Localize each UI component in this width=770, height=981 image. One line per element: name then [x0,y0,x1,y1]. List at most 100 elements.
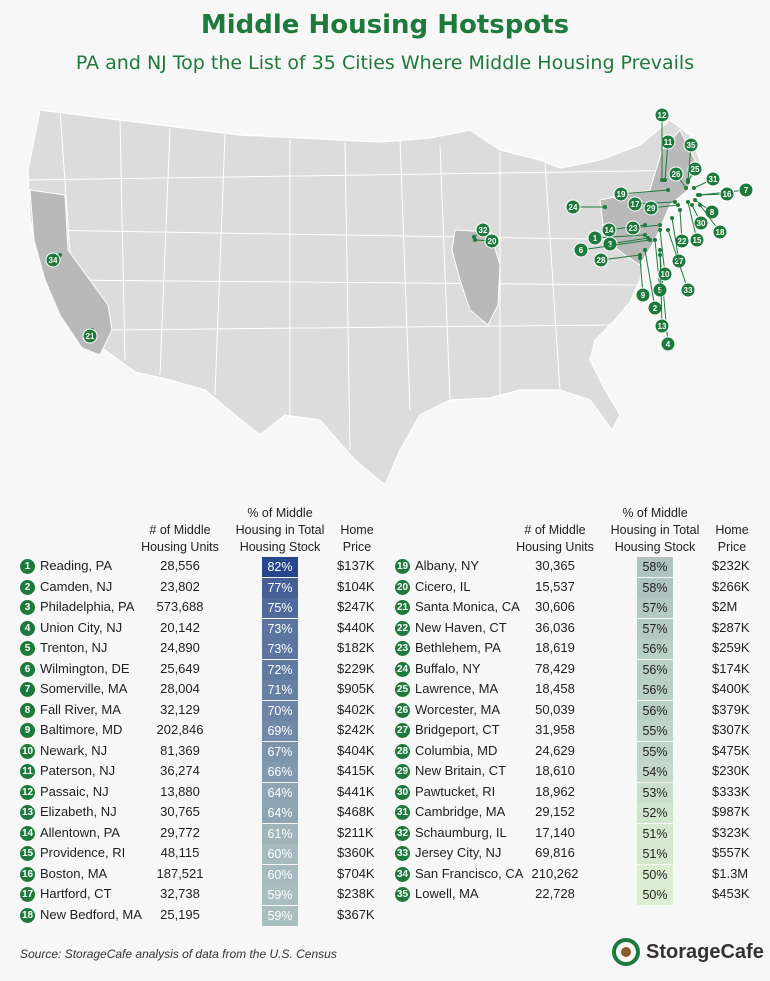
price-value: $266K [712,578,750,594]
city-marker [601,222,617,238]
price-value: $905K [337,681,375,696]
rank-badge: 24 [395,661,410,677]
city-name: Baltimore, MD [40,722,123,737]
table-row: 13 Elizabeth, NJ 30,765 64% $468K [20,803,400,823]
city-marker-label: 19 [617,190,626,199]
city-marker [738,182,754,198]
city-dot [666,188,670,192]
source-note: Source: StorageCafe analysis of data fro… [20,947,337,961]
table-row: 9 Baltimore, MD 202,846 69% $242K [20,721,400,741]
price-value: $404K [337,742,375,758]
rank-badge: 17 [20,887,35,902]
price-value: $441K [337,783,375,799]
units-value: 22,728 [535,886,575,901]
city-name: Albany, NY [415,558,480,573]
units-value: 17,140 [535,824,575,840]
price-value: $230K [712,763,750,778]
city-marker-label: 5 [658,286,663,295]
city-name: Hartford, CT [40,886,112,901]
price-value: $987K [712,804,750,819]
city-name: Schaumburg, IL [415,824,507,840]
price-value: $360K [337,845,375,860]
city-dot [658,248,662,252]
northeast-states [599,129,696,266]
table-row: 8 Fall River, MA 32,129 70% $402K [20,700,400,721]
units-value: 28,556 [160,558,200,573]
table-row: 1 Reading, PA 28,556 82% $137K [20,557,400,577]
city-name: Newark, NJ [40,742,108,758]
pct-cell: 72% [262,659,298,680]
rank-badge: 3 [20,600,35,615]
city-marker-label: 12 [658,111,667,120]
city-name: New Bedford, MA [40,906,142,922]
city-marker-label: 32 [479,226,488,235]
pct-cell: 59% [262,905,298,926]
price-value: $415K [337,763,375,778]
chart-title: Middle Housing Hotspots [200,10,570,40]
rank-badge: 8 [20,702,35,718]
city-marker [719,186,735,202]
city-name: Paterson, NJ [40,763,116,778]
pct-cell: 52% [637,803,673,823]
pct-cell: 57% [637,618,673,639]
price-value: $137K [337,558,375,573]
table-row: 10 Newark, NJ 81,369 67% $404K [20,741,400,762]
units-value: 18,458 [535,681,575,696]
city-marker [668,166,684,182]
rank-badge: 32 [395,825,410,841]
city-marker-label: 23 [629,224,638,233]
rank-badge: 30 [395,784,410,800]
units-value: 24,629 [535,742,575,758]
pct-cell: 66% [262,762,298,782]
table-row: 35 Lowell, MA 22,728 50% $453K [395,885,770,905]
city-marker [674,233,690,249]
city-marker-label: 15 [693,236,702,245]
units-value: 29,772 [160,824,200,840]
table-row: 11 Paterson, NJ 36,274 66% $415K [20,762,400,782]
city-marker [635,287,651,303]
table-row: 26 Worcester, MA 50,039 56% $379K [395,700,770,721]
price-value: $238K [337,886,375,901]
pct-cell: 50% [637,864,673,885]
table-row: 12 Passaic, NJ 13,880 64% $441K [20,782,400,803]
price-value: $468K [337,804,375,819]
marker-leader-line [644,249,656,309]
pct-cell: 58% [637,577,673,598]
city-dot [693,198,697,202]
city-name: Wilmington, DE [40,660,130,676]
units-value: 18,962 [535,783,575,799]
city-dot [663,178,667,182]
table-row: 33 Jersey City, NJ 69,816 51% $557K [395,844,770,864]
units-value: 78,429 [535,660,575,676]
city-marker [652,282,668,298]
pct-cell: 50% [637,885,673,905]
city-name: Boston, MA [40,865,108,881]
table-row: 25 Lawrence, MA 18,458 56% $400K [395,680,770,700]
rank-badge: 12 [20,784,35,800]
city-name: Buffalo, NY [415,660,481,676]
city-marker [671,253,687,269]
rank-badge: 11 [20,764,35,779]
pct-cell: 56% [637,700,673,721]
price-value: $104K [337,578,375,594]
units-value: 30,765 [160,804,200,819]
rank-badge: 5 [20,641,35,656]
table-row: 27 Bridgeport, CT 31,958 55% $307K [395,721,770,741]
pct-cell: 53% [637,782,673,803]
city-name: Reading, PA [40,558,113,573]
city-name: Philadelphia, PA [40,599,135,614]
city-marker-label: 18 [716,228,725,237]
table-row: 19 Albany, NY 30,365 58% $232K [395,557,770,577]
price-value: $174K [712,660,750,676]
price-value: $453K [712,886,750,901]
city-name: New Britain, CT [415,763,507,778]
units-value: 32,738 [160,886,200,901]
city-marker-label: 24 [569,203,578,212]
units-value: 28,004 [160,681,200,696]
pct-cell: 60% [262,864,298,885]
price-value: $400K [712,681,750,696]
pct-cell: 57% [637,598,673,618]
city-name: Trenton, NJ [40,640,108,655]
city-dot [676,203,680,207]
marker-leader-line [654,239,661,291]
